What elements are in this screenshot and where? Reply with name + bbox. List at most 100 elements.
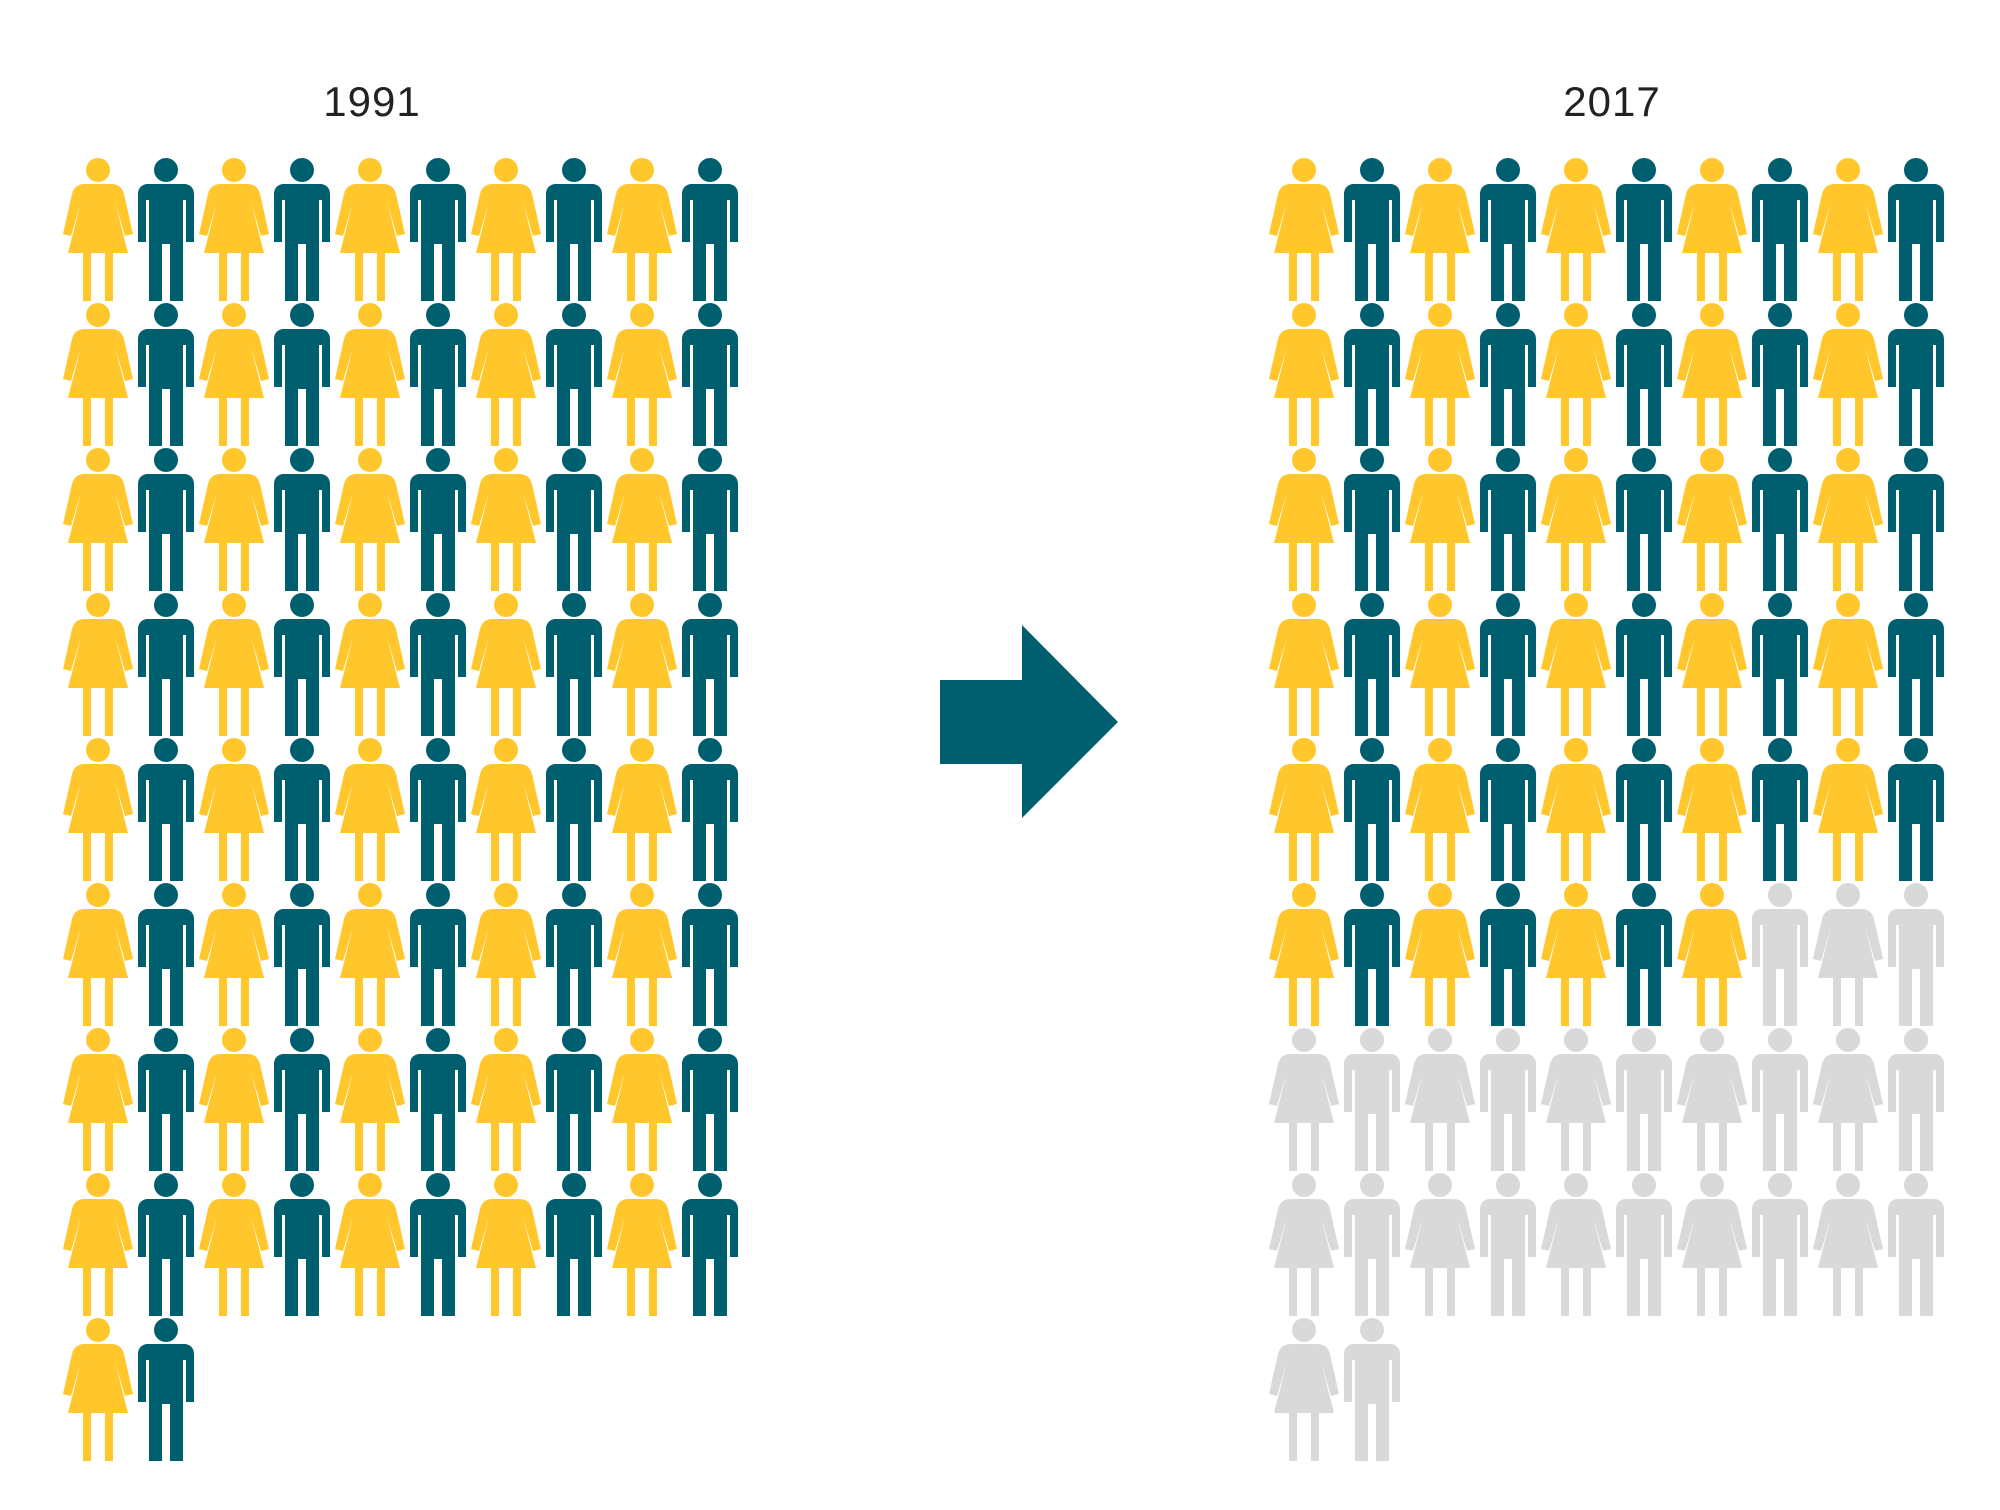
male-person-icon (410, 303, 466, 446)
female-person-icon (1541, 158, 1611, 301)
inactive-male-person-icon (1480, 1028, 1536, 1171)
female-person-icon (335, 1173, 405, 1316)
male-person-icon (1752, 158, 1808, 301)
female-person-icon (335, 738, 405, 881)
female-person-icon (1813, 158, 1883, 301)
male-person-icon (682, 738, 738, 881)
female-person-icon (1677, 158, 1747, 301)
male-person-icon (138, 158, 194, 301)
inactive-male-person-icon (1344, 1173, 1400, 1316)
female-person-icon (607, 883, 677, 1026)
male-person-icon (410, 593, 466, 736)
female-person-icon (1269, 738, 1339, 881)
panel-title-1991: 1991 (323, 78, 421, 125)
female-person-icon (1541, 303, 1611, 446)
inactive-female-person-icon (1405, 1028, 1475, 1171)
inactive-male-person-icon (1888, 1173, 1944, 1316)
female-person-icon (1541, 883, 1611, 1026)
female-person-icon (471, 1028, 541, 1171)
male-person-icon (410, 883, 466, 1026)
male-person-icon (682, 593, 738, 736)
male-person-icon (1616, 448, 1672, 591)
male-person-icon (138, 883, 194, 1026)
male-person-icon (1344, 303, 1400, 446)
female-person-icon (1677, 303, 1747, 446)
inactive-female-person-icon (1813, 883, 1883, 1026)
female-person-icon (1541, 593, 1611, 736)
male-person-icon (546, 738, 602, 881)
female-person-icon (1269, 448, 1339, 591)
female-person-icon (1677, 448, 1747, 591)
inactive-male-person-icon (1888, 1028, 1944, 1171)
male-person-icon (1752, 738, 1808, 881)
inactive-male-person-icon (1616, 1028, 1672, 1171)
male-person-icon (138, 448, 194, 591)
male-person-icon (274, 883, 330, 1026)
panel-title-2017: 2017 (1563, 78, 1661, 125)
inactive-female-person-icon (1269, 1318, 1339, 1461)
inactive-male-person-icon (1888, 883, 1944, 1026)
male-person-icon (1888, 448, 1944, 591)
female-person-icon (607, 593, 677, 736)
female-person-icon (335, 883, 405, 1026)
female-person-icon (63, 738, 133, 881)
male-person-icon (138, 1318, 194, 1461)
male-person-icon (1888, 593, 1944, 736)
inactive-male-person-icon (1616, 1173, 1672, 1316)
male-person-icon (682, 1173, 738, 1316)
male-person-icon (682, 1028, 738, 1171)
female-person-icon (471, 158, 541, 301)
male-person-icon (682, 303, 738, 446)
male-person-icon (410, 158, 466, 301)
female-person-icon (1677, 883, 1747, 1026)
inactive-male-person-icon (1752, 1173, 1808, 1316)
female-person-icon (1813, 303, 1883, 446)
male-person-icon (1752, 303, 1808, 446)
female-person-icon (607, 1173, 677, 1316)
female-person-icon (63, 1318, 133, 1461)
inactive-male-person-icon (1344, 1028, 1400, 1171)
female-person-icon (63, 593, 133, 736)
inactive-female-person-icon (1405, 1173, 1475, 1316)
male-person-icon (1480, 593, 1536, 736)
male-person-icon (274, 158, 330, 301)
female-person-icon (1677, 738, 1747, 881)
male-person-icon (274, 303, 330, 446)
female-person-icon (199, 303, 269, 446)
inactive-female-person-icon (1541, 1028, 1611, 1171)
inactive-female-person-icon (1269, 1028, 1339, 1171)
male-person-icon (1480, 158, 1536, 301)
male-person-icon (1344, 448, 1400, 591)
female-person-icon (471, 1173, 541, 1316)
female-person-icon (63, 883, 133, 1026)
inactive-female-person-icon (1677, 1173, 1747, 1316)
female-person-icon (1541, 738, 1611, 881)
male-person-icon (546, 883, 602, 1026)
inactive-female-person-icon (1269, 1173, 1339, 1316)
inactive-male-person-icon (1480, 1173, 1536, 1316)
male-person-icon (1344, 593, 1400, 736)
female-person-icon (1813, 593, 1883, 736)
male-person-icon (1616, 593, 1672, 736)
arrow-right-icon (940, 625, 1118, 818)
pictogram-grid-2017 (1269, 158, 1944, 1461)
inactive-female-person-icon (1813, 1028, 1883, 1171)
male-person-icon (546, 158, 602, 301)
female-person-icon (199, 593, 269, 736)
female-person-icon (607, 303, 677, 446)
female-person-icon (335, 593, 405, 736)
male-person-icon (1888, 738, 1944, 881)
female-person-icon (1813, 738, 1883, 881)
male-person-icon (1616, 158, 1672, 301)
inactive-male-person-icon (1752, 1028, 1808, 1171)
female-person-icon (199, 883, 269, 1026)
female-person-icon (607, 738, 677, 881)
male-person-icon (682, 883, 738, 1026)
female-person-icon (1405, 883, 1475, 1026)
female-person-icon (1813, 448, 1883, 591)
female-person-icon (1405, 303, 1475, 446)
male-person-icon (138, 738, 194, 881)
female-person-icon (1541, 448, 1611, 591)
male-person-icon (1888, 303, 1944, 446)
